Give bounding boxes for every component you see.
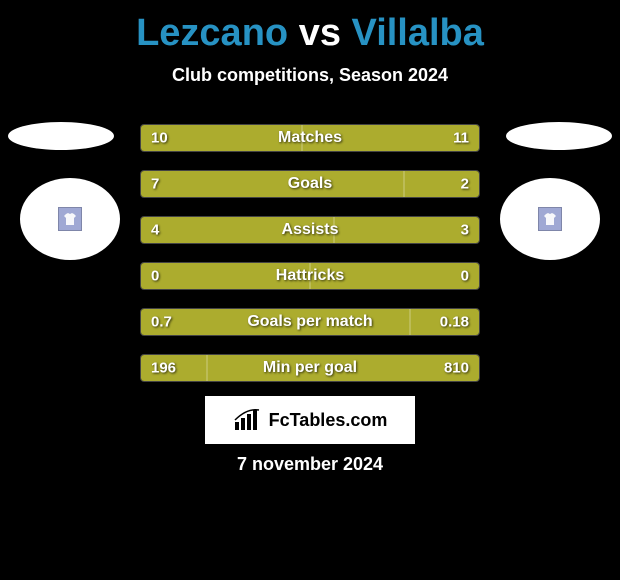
stat-value-left: 7 [151,176,159,193]
stat-label: Assists [282,221,339,239]
stat-row: 196 810 Min per goal [140,354,480,382]
subtitle: Club competitions, Season 2024 [0,65,620,86]
player1-shadow [8,122,114,150]
stat-value-left: 4 [151,222,159,239]
player2-avatar [500,178,600,260]
stat-row: 7 2 Goals [140,170,480,198]
brand-chart-icon [233,408,263,432]
player1-avatar [20,178,120,260]
player2-name: Villalba [352,12,484,54]
stat-bar-left [141,171,404,197]
stats-container: 10 11 Matches 7 2 Goals 4 3 Assists 0 0 Hattricks 0.… [140,124,480,400]
stat-label: Goals [288,175,332,193]
stat-label: Hattricks [276,267,344,285]
stat-value-right: 810 [444,360,469,377]
vs-separator: vs [299,12,341,54]
stat-value-right: 2 [461,176,469,193]
stat-value-left: 10 [151,130,168,147]
stat-value-left: 0.7 [151,314,172,331]
stat-label: Matches [278,129,342,147]
brand-text: FcTables.com [269,410,388,431]
stat-row: 10 11 Matches [140,124,480,152]
stat-label: Goals per match [247,313,372,331]
stat-value-right: 11 [453,130,469,147]
stat-value-right: 0.18 [440,314,469,331]
stat-bar-right [334,217,479,243]
jersey-icon [538,207,562,231]
stat-row: 4 3 Assists [140,216,480,244]
stat-row: 0.7 0.18 Goals per match [140,308,480,336]
stat-value-left: 196 [151,360,176,377]
stat-row: 0 0 Hattricks [140,262,480,290]
stat-label: Min per goal [263,359,357,377]
stat-value-right: 3 [461,222,469,239]
player2-shadow [506,122,612,150]
shirt-icon [63,212,77,226]
brand-badge: FcTables.com [205,396,415,444]
jersey-icon [58,207,82,231]
player1-name: Lezcano [136,12,288,54]
date: 7 november 2024 [237,454,383,475]
page-title: Lezcano vs Villalba [0,0,620,55]
stat-value-left: 0 [151,268,159,285]
shirt-icon [543,212,557,226]
stat-value-right: 0 [461,268,469,285]
